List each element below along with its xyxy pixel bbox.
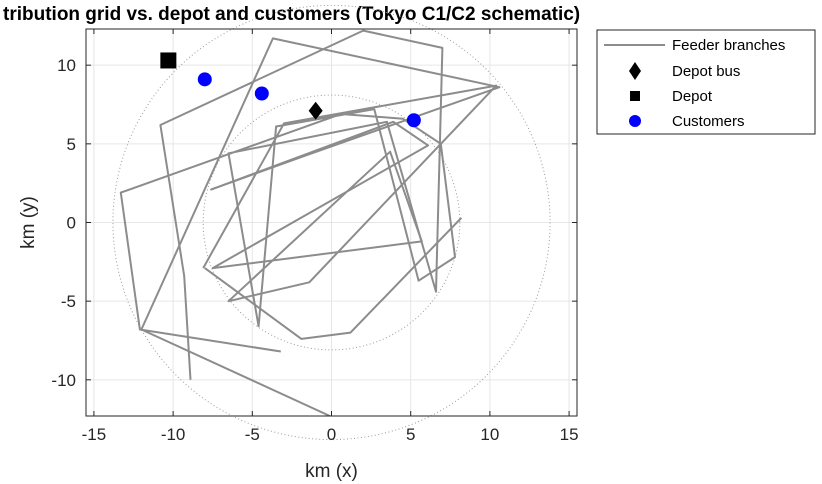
x-tick-label: -15 [82,425,107,444]
x-tick-label: 5 [406,425,415,444]
y-tick-label: 10 [57,56,76,75]
y-tick-label: 5 [67,135,76,154]
x-tick-label: 0 [327,425,336,444]
legend-label-depot-bus: Depot bus [672,63,740,80]
x-tick-label: 15 [560,425,579,444]
reference-circles [112,4,551,441]
legend: Feeder branches Depot bus Depot Customer… [596,29,816,135]
legend-swatch-depot [630,91,640,101]
customer-marker [406,113,421,128]
x-axis-label: km (x) [305,461,358,482]
depot-marker [160,52,177,69]
axis-ticks: -15 -10 -5 0 5 10 15 -10 -5 0 5 10 [51,29,579,444]
legend-label-depot: Depot [672,88,713,105]
feeder-branch-line [140,37,501,416]
x-tick-label: 10 [480,425,499,444]
marker-layer [160,52,421,128]
y-tick-label: -10 [51,371,76,390]
depot-bus-marker [308,101,323,120]
x-tick-label: -10 [161,425,186,444]
legend-label-customers: Customers [672,113,745,130]
plot-area [119,29,501,416]
legend-swatch-customers [629,115,641,127]
reference-circle [202,94,461,351]
x-tick-label: -5 [245,425,260,444]
feeder-branch-line [204,217,463,340]
reference-circle [112,4,551,441]
y-tick-label: -5 [61,292,76,311]
customer-marker [197,72,212,87]
chart-title: tribution grid vs. depot and customers (… [3,4,580,25]
legend-label-feeder: Feeder branches [672,37,785,54]
legend-swatch-depot-bus [629,62,641,80]
y-tick-label: 0 [67,214,76,233]
y-axis-label: km (y) [18,196,39,249]
customer-marker [254,86,269,101]
grid-lines [86,29,577,416]
